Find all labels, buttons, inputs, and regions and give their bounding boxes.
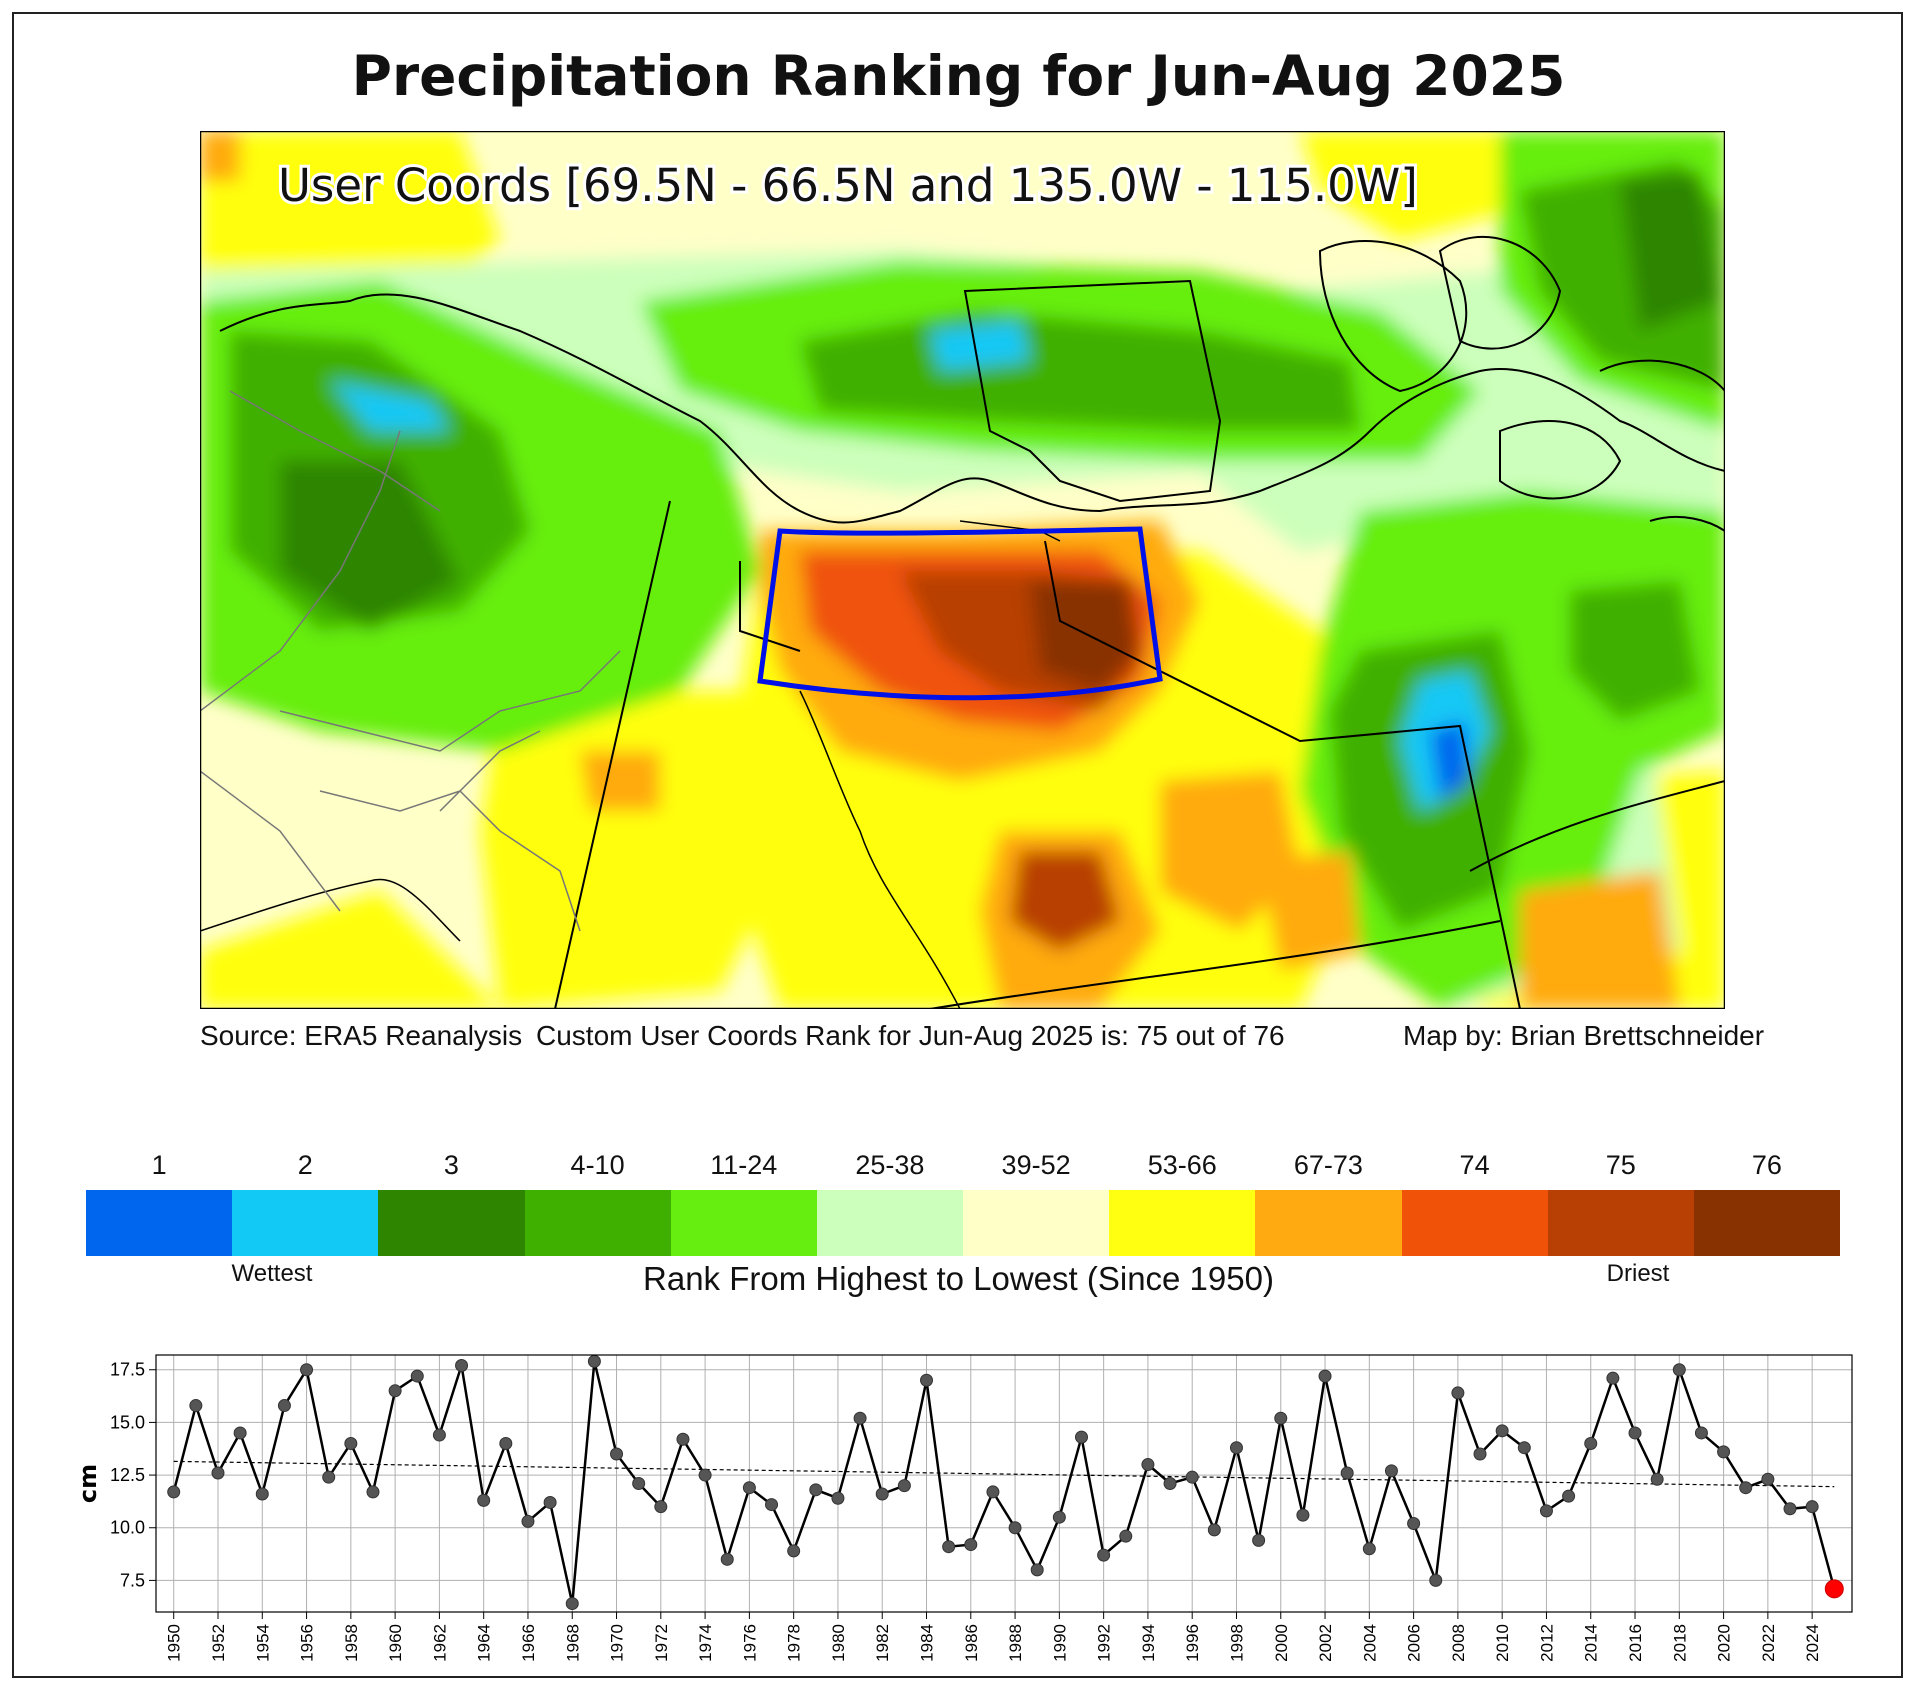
colorbar-tick-label: 76: [1751, 1150, 1782, 1180]
colorbar-tick-label: 3: [443, 1150, 459, 1180]
colorbar-cell: [378, 1190, 525, 1256]
colorbar-cell: [670, 1190, 818, 1256]
source-label: Source: ERA5 Reanalysis: [200, 1020, 523, 1051]
selection-box: [757, 526, 1163, 701]
colorbar-cell: [1547, 1190, 1695, 1256]
colorbar-tick-label: 53-66: [1147, 1150, 1217, 1180]
colorbar-tick-label: 67-73: [1293, 1150, 1363, 1180]
colorbar-tick-label: 39-52: [1001, 1150, 1071, 1180]
figure-frame: [12, 12, 1903, 1678]
colorbar-title: Rank From Highest to Lowest (Since 1950): [643, 1260, 1274, 1297]
colorbar-cell: [1255, 1190, 1402, 1256]
colorbar-tick-label: 4-10: [570, 1150, 625, 1180]
precipitation-rank-map: User Coords [69.5N - 66.5N and 135.0W - …: [200, 131, 1725, 1009]
map-overlay-title: User Coords [69.5N - 66.5N and 135.0W - …: [278, 159, 1418, 212]
colorbar-cell: [1109, 1190, 1256, 1256]
colorbar-tick-label: 74: [1459, 1150, 1490, 1180]
credit-label: Map by: Brian Brettschneider: [1403, 1020, 1765, 1051]
colorbar-tick-label: 1: [151, 1150, 167, 1180]
colorbar-cell: [1401, 1190, 1549, 1256]
figure-title: Precipitation Ranking for Jun-Aug 2025: [351, 44, 1566, 108]
colorbar-driest-label: Driest: [1606, 1260, 1670, 1287]
colorbar-cell: [86, 1190, 233, 1256]
colorbar-cell: [816, 1190, 964, 1256]
colorbar-cell: [524, 1190, 672, 1256]
colorbar-cell: [1693, 1190, 1841, 1256]
colorbar-wettest-label: Wettest: [231, 1260, 313, 1287]
colorbar-tick-label: 25-38: [855, 1150, 925, 1180]
colorbar-tick-label: 11-24: [710, 1150, 778, 1180]
rank-text: Custom User Coords Rank for Jun-Aug 2025…: [536, 1020, 1285, 1051]
colorbar-cell: [963, 1190, 1110, 1256]
map-border: [200, 131, 1725, 1009]
colorbar-tick-label: 2: [297, 1150, 313, 1180]
colorbar-tick-label: 75: [1605, 1150, 1636, 1180]
colorbar-cell: [232, 1190, 379, 1256]
